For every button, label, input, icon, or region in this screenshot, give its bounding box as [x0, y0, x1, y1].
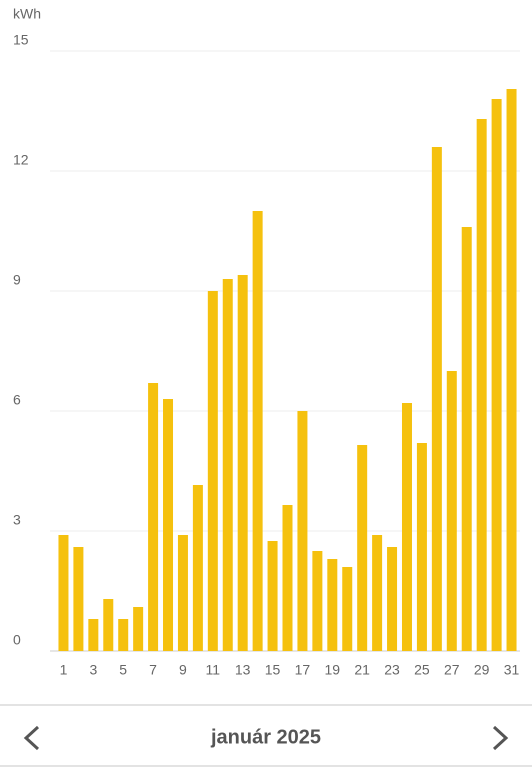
bar	[401, 403, 412, 651]
x-tick-label: 29	[474, 662, 490, 678]
x-tick-label: 21	[354, 662, 370, 678]
bar	[207, 291, 218, 651]
x-tick-label: 31	[504, 662, 520, 678]
bar	[327, 559, 338, 651]
bar	[372, 535, 383, 651]
y-tick-label: 12	[13, 152, 29, 168]
bar	[297, 411, 308, 651]
y-tick-label: 6	[13, 392, 21, 408]
x-tick-label: 5	[119, 662, 127, 678]
bar	[342, 567, 353, 651]
bar	[148, 383, 159, 651]
bar	[222, 279, 233, 651]
unit-label: kWh	[13, 6, 41, 22]
bar	[446, 371, 457, 651]
arrow-left[interactable]	[23, 725, 40, 751]
bar	[357, 445, 368, 651]
bar	[491, 99, 502, 651]
x-tick-label: 23	[384, 662, 400, 678]
bar	[73, 547, 84, 651]
bar	[58, 535, 69, 651]
x-tick-label: 1	[60, 662, 68, 678]
x-tick-label: 27	[444, 662, 460, 678]
bar	[431, 147, 442, 651]
previous-button[interactable]	[23, 725, 40, 751]
bar	[237, 275, 248, 651]
y-tick-label: 15	[13, 32, 29, 48]
bar	[88, 619, 99, 651]
next-button[interactable]	[492, 725, 509, 751]
x-tick-label: 15	[265, 662, 281, 678]
bar	[282, 505, 293, 651]
x-tick-label: 19	[325, 662, 341, 678]
bar	[118, 619, 129, 651]
bar	[387, 547, 398, 651]
y-tick-label: 9	[13, 272, 21, 288]
x-tick-label: 17	[295, 662, 311, 678]
x-tick-label: 7	[149, 662, 157, 678]
y-tick-label: 0	[13, 632, 21, 648]
y-tick-label: 3	[13, 512, 21, 528]
x-tick-label: 25	[414, 662, 430, 678]
bar	[312, 551, 323, 651]
bar	[103, 599, 114, 651]
bar	[506, 89, 517, 651]
bar	[163, 399, 174, 651]
bar	[252, 211, 263, 651]
bar	[192, 485, 203, 651]
bar	[461, 227, 472, 651]
x-tick-label: 13	[235, 662, 251, 678]
arrow-right[interactable]	[492, 725, 509, 751]
x-tick-label: 11	[206, 662, 221, 678]
bar	[476, 119, 487, 651]
x-tick-label: 9	[179, 662, 187, 678]
bar	[177, 535, 188, 651]
bar	[416, 443, 427, 651]
bar	[267, 541, 278, 651]
bar	[133, 607, 144, 651]
period-label: január 2025	[210, 726, 321, 748]
x-tick-label: 3	[89, 662, 97, 678]
